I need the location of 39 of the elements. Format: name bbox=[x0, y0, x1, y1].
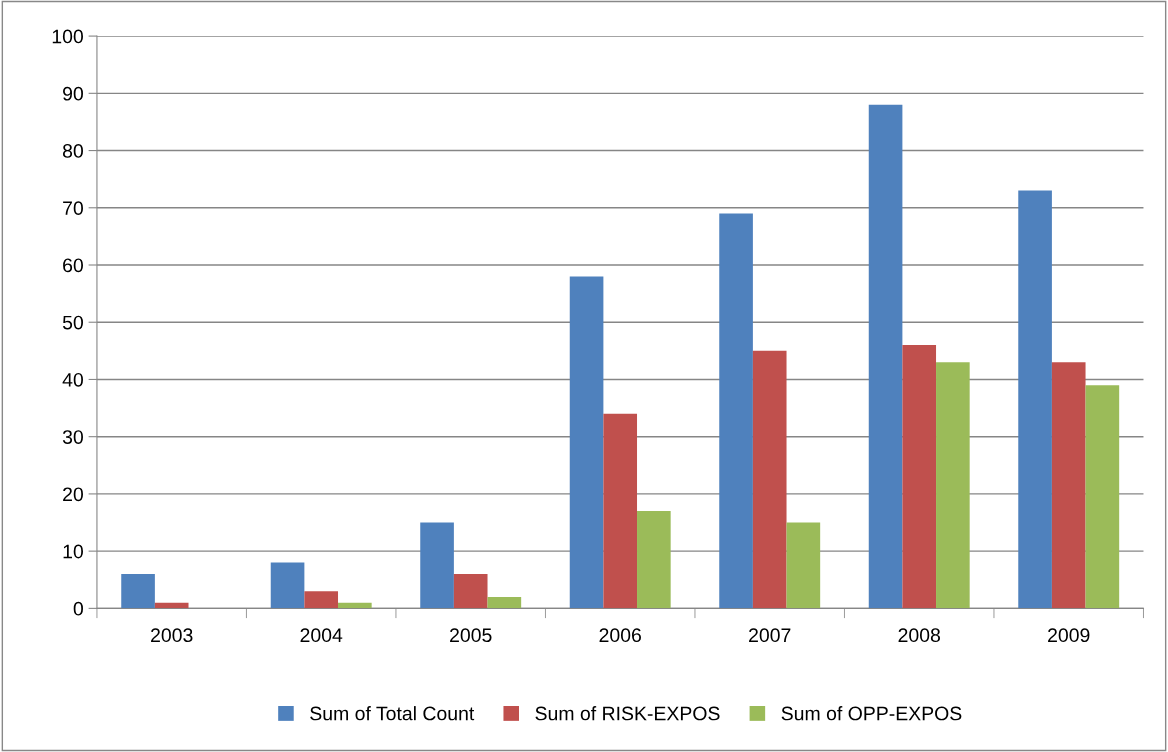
bar bbox=[752, 350, 787, 609]
legend-label: Sum of OPP-EXPOS bbox=[781, 706, 962, 721]
y-tick-label: 100 bbox=[52, 29, 83, 44]
bar bbox=[902, 345, 937, 609]
y-tick-label: 20 bbox=[63, 487, 83, 502]
bar bbox=[936, 362, 970, 609]
bar bbox=[868, 104, 903, 609]
y-tick-label: 10 bbox=[63, 544, 83, 559]
legend-label: Sum of Total Count bbox=[310, 706, 475, 721]
bar bbox=[304, 591, 339, 609]
y-tick-label: 80 bbox=[62, 144, 83, 158]
legend-label: Sum of RISK-EXPOS bbox=[535, 706, 720, 721]
x-tick-label: 2003 bbox=[151, 628, 193, 643]
bar bbox=[569, 276, 604, 609]
x-tick-label: 2005 bbox=[450, 628, 492, 643]
bar bbox=[453, 574, 488, 609]
bar bbox=[719, 213, 753, 609]
y-tick-label: 90 bbox=[63, 86, 83, 101]
y-tick-label: 0 bbox=[73, 601, 83, 616]
y-tick-label: 40 bbox=[62, 372, 83, 387]
y-tick-label: 70 bbox=[63, 201, 83, 216]
bar bbox=[121, 574, 155, 609]
y-tick-label: 50 bbox=[62, 315, 83, 330]
x-tick-label: 2004 bbox=[300, 628, 343, 643]
x-tick-label: 2009 bbox=[1048, 628, 1090, 643]
x-tick-label: 2008 bbox=[898, 628, 940, 643]
bar bbox=[420, 522, 454, 609]
x-tick-label: 2006 bbox=[599, 628, 641, 643]
bar bbox=[1018, 190, 1052, 609]
bar bbox=[1085, 385, 1120, 609]
bar bbox=[637, 511, 671, 609]
bar bbox=[1051, 362, 1086, 609]
bar bbox=[270, 562, 305, 609]
x-tick-label: 2007 bbox=[749, 628, 791, 643]
bar bbox=[786, 522, 821, 609]
y-tick-label: 60 bbox=[63, 258, 83, 273]
bar bbox=[603, 413, 638, 609]
bar bbox=[487, 596, 522, 609]
y-tick-label: 30 bbox=[62, 430, 83, 444]
